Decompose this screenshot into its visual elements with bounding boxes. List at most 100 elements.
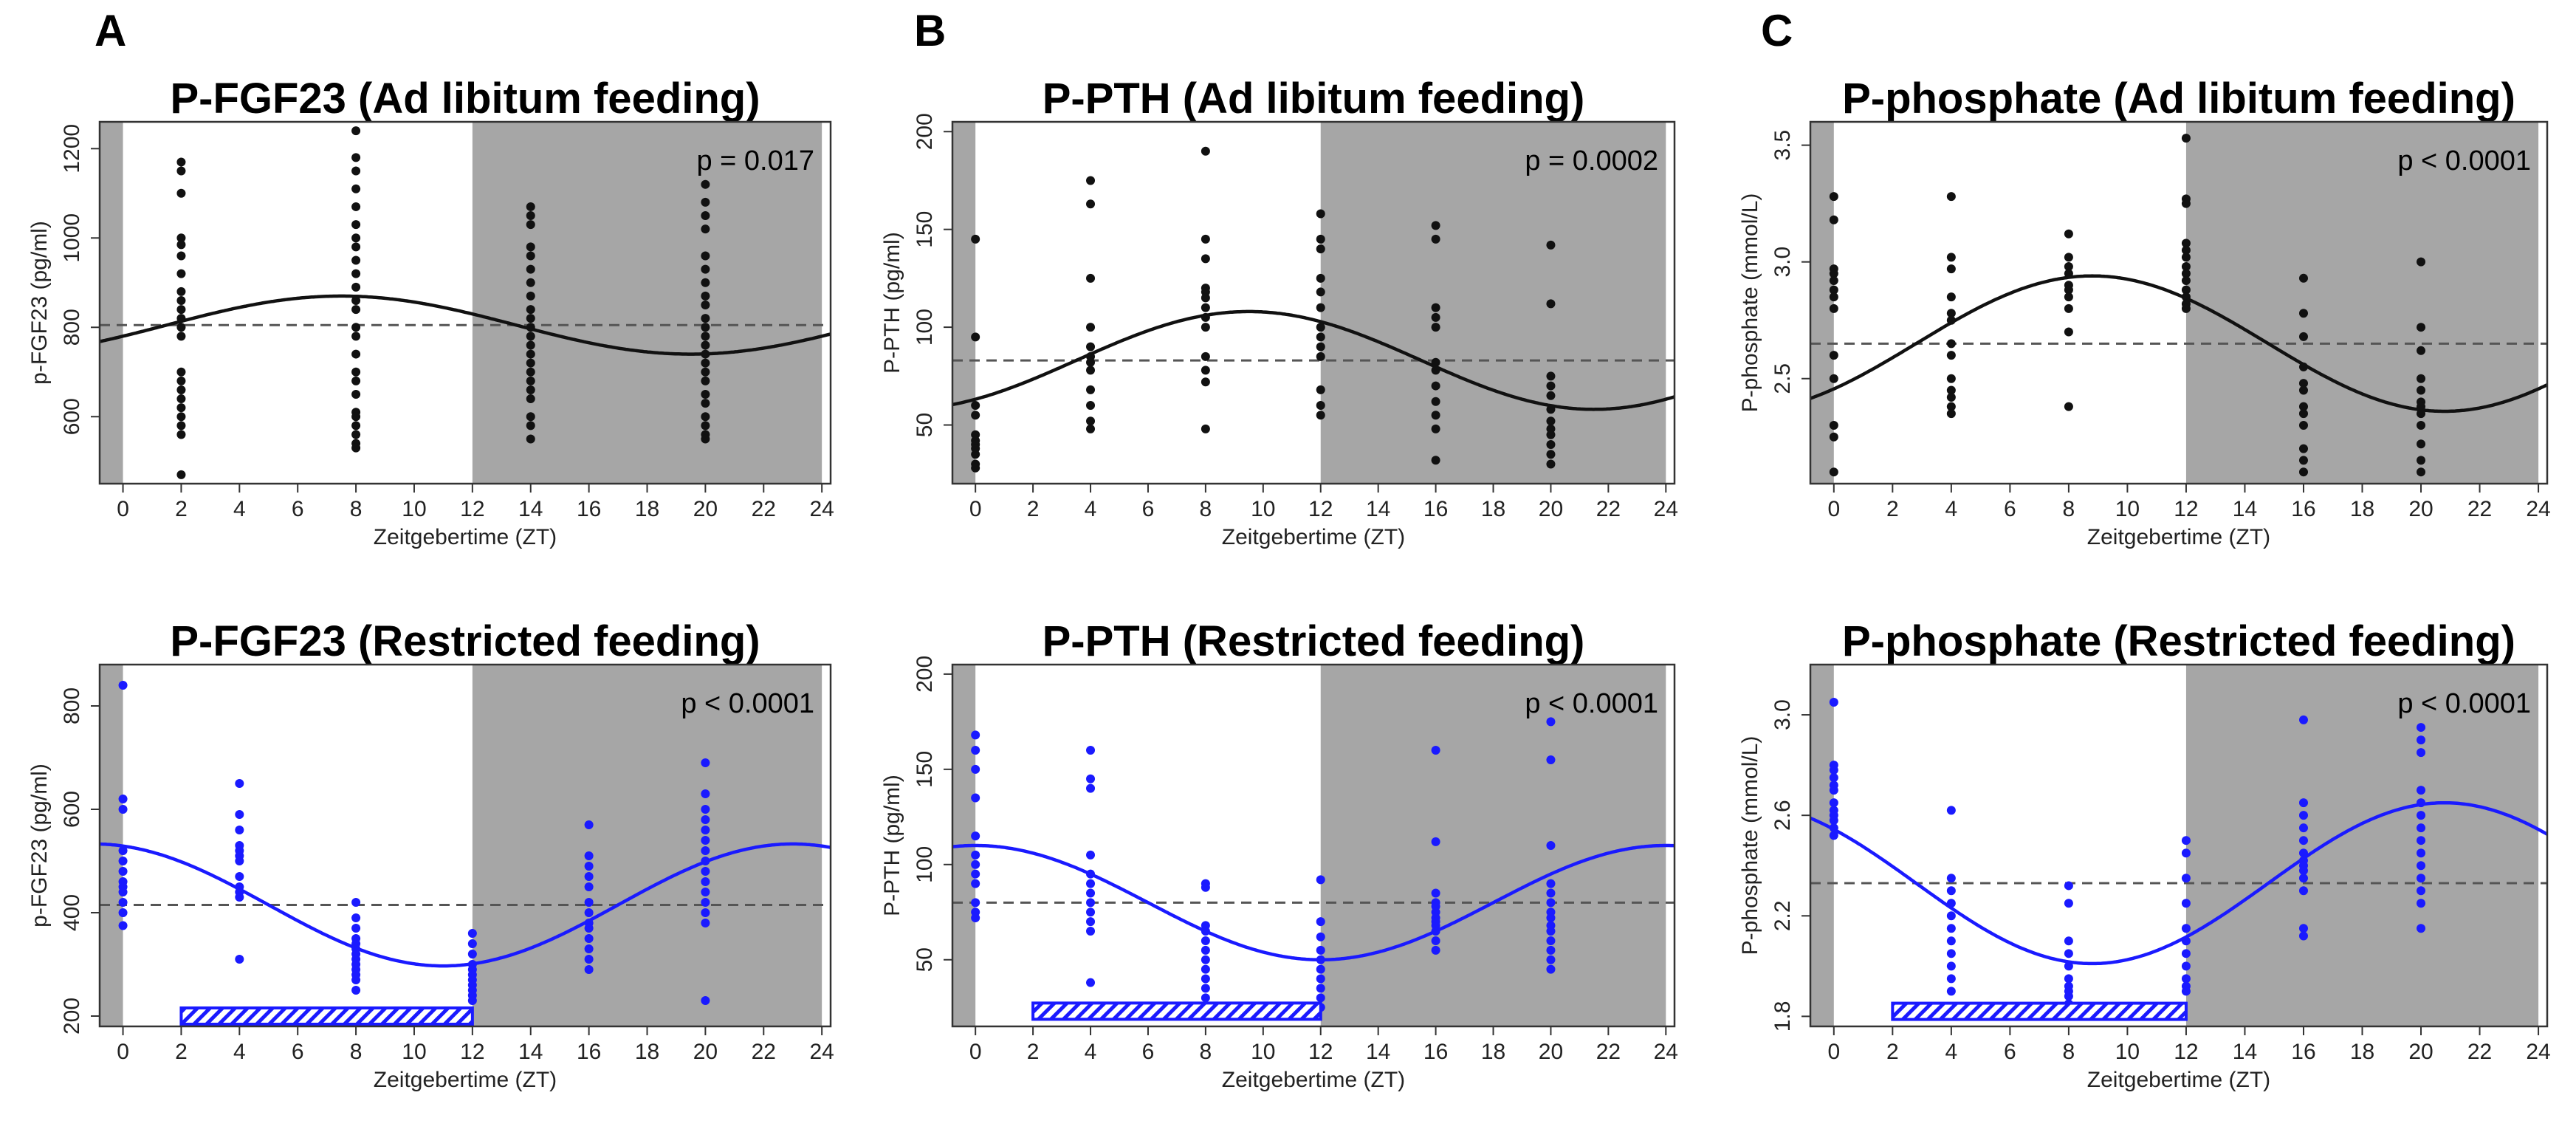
- data-point: [1829, 192, 1838, 202]
- data-point: [971, 793, 980, 803]
- data-point: [1086, 917, 1096, 927]
- y-tick-label: 200: [60, 998, 84, 1035]
- x-axis-label: Zeitgebertime (ZT): [2087, 525, 2270, 549]
- chart-c-bottom: P-phosphate (Restricted feeding) p < 0.00…: [1738, 617, 2551, 1092]
- data-point: [2298, 420, 2308, 430]
- x-tick-label: 2: [175, 497, 188, 521]
- data-point: [1316, 875, 1325, 885]
- data-point: [1431, 888, 1440, 898]
- data-point: [1201, 377, 1210, 387]
- chart-title: P-PTH (Restricted feeding): [1043, 617, 1585, 665]
- p-value: p = 0.017: [696, 145, 814, 176]
- data-point: [1546, 898, 1556, 908]
- data-point: [1829, 420, 1838, 430]
- data-point: [2298, 456, 2308, 465]
- data-point: [1316, 945, 1325, 955]
- x-tick-label: 14: [2233, 497, 2257, 521]
- data-point: [701, 314, 710, 323]
- data-point: [351, 153, 361, 162]
- data-point: [1431, 323, 1440, 332]
- data-point: [176, 376, 186, 385]
- data-point: [1316, 385, 1325, 394]
- p-value: p < 0.0001: [681, 688, 814, 719]
- data-point: [351, 233, 361, 243]
- data-point: [1316, 209, 1325, 219]
- data-point: [2181, 987, 2191, 996]
- x-tick-label: 4: [1945, 1040, 1958, 1064]
- data-point: [1086, 366, 1096, 375]
- data-point: [118, 681, 128, 690]
- data-point: [701, 179, 710, 189]
- y-tick-label: 50: [913, 413, 937, 437]
- data-point: [1316, 342, 1325, 351]
- data-point: [701, 805, 710, 814]
- data-point: [2064, 269, 2073, 278]
- data-point: [1086, 927, 1096, 936]
- data-point: [467, 996, 477, 1005]
- x-tick-label: 18: [1481, 497, 1505, 521]
- y-tick-label: 600: [60, 398, 84, 435]
- data-point: [176, 157, 186, 167]
- data-point: [1431, 357, 1440, 367]
- data-point: [701, 758, 710, 767]
- feeding-window-bar: [1031, 1001, 1322, 1021]
- data-point: [1316, 974, 1325, 984]
- x-tick-label: 24: [2526, 1040, 2550, 1064]
- data-point: [2298, 874, 2308, 883]
- data-point: [176, 385, 186, 394]
- x-tick-label: 12: [460, 497, 484, 521]
- x-tick-label: 22: [2467, 497, 2492, 521]
- x-tick-label: 24: [809, 1040, 834, 1064]
- x-tick-label: 16: [1423, 497, 1448, 521]
- data-point: [2417, 861, 2426, 871]
- data-point: [1201, 312, 1210, 322]
- data-point: [1086, 850, 1096, 860]
- dark-phase-1: [1320, 122, 1666, 484]
- data-point: [1946, 899, 1956, 908]
- data-point: [2417, 748, 2426, 758]
- fit-curve: [952, 843, 1675, 961]
- data-point: [2181, 303, 2191, 313]
- data-point: [1431, 221, 1440, 230]
- data-point: [176, 188, 186, 198]
- data-point: [971, 831, 980, 841]
- data-point: [1829, 215, 1838, 224]
- data-point: [1946, 402, 1956, 411]
- x-tick-label: 6: [1142, 1040, 1155, 1064]
- data-point: [1546, 450, 1556, 459]
- x-tick-label: 2: [1027, 1040, 1040, 1064]
- data-point: [1546, 430, 1556, 439]
- data-point: [2064, 961, 2073, 971]
- data-point: [2181, 275, 2191, 285]
- data-point: [2064, 303, 2073, 313]
- x-tick-label: 4: [1085, 497, 1097, 521]
- data-point: [1201, 424, 1210, 433]
- y-tick-label: 100: [913, 846, 937, 883]
- data-point: [351, 349, 361, 359]
- data-point: [701, 412, 710, 422]
- data-point: [1201, 955, 1210, 964]
- x-tick-label: 20: [1539, 497, 1563, 521]
- data-point: [2417, 798, 2426, 808]
- data-point: [971, 463, 980, 473]
- x-tick-label: 6: [2004, 497, 2016, 521]
- data-point: [2181, 936, 2191, 946]
- data-point: [1431, 927, 1440, 936]
- x-tick-label: 24: [809, 497, 834, 521]
- data-point: [1546, 381, 1556, 391]
- data-point: [2417, 420, 2426, 430]
- data-point: [351, 282, 361, 292]
- x-tick-label: 20: [693, 1040, 718, 1064]
- data-point: [526, 291, 535, 301]
- x-tick-label: 22: [2467, 1040, 2492, 1064]
- chart-title: P-FGF23 (Restricted feeding): [170, 617, 760, 665]
- data-point: [176, 412, 186, 422]
- data-point: [1946, 292, 1956, 302]
- y-tick-label: 400: [60, 894, 84, 931]
- data-point: [118, 921, 128, 930]
- data-point: [971, 860, 980, 869]
- data-point: [1316, 955, 1325, 964]
- data-point: [1086, 357, 1096, 367]
- y-axis-label: P-PTH (pg/ml): [880, 232, 904, 374]
